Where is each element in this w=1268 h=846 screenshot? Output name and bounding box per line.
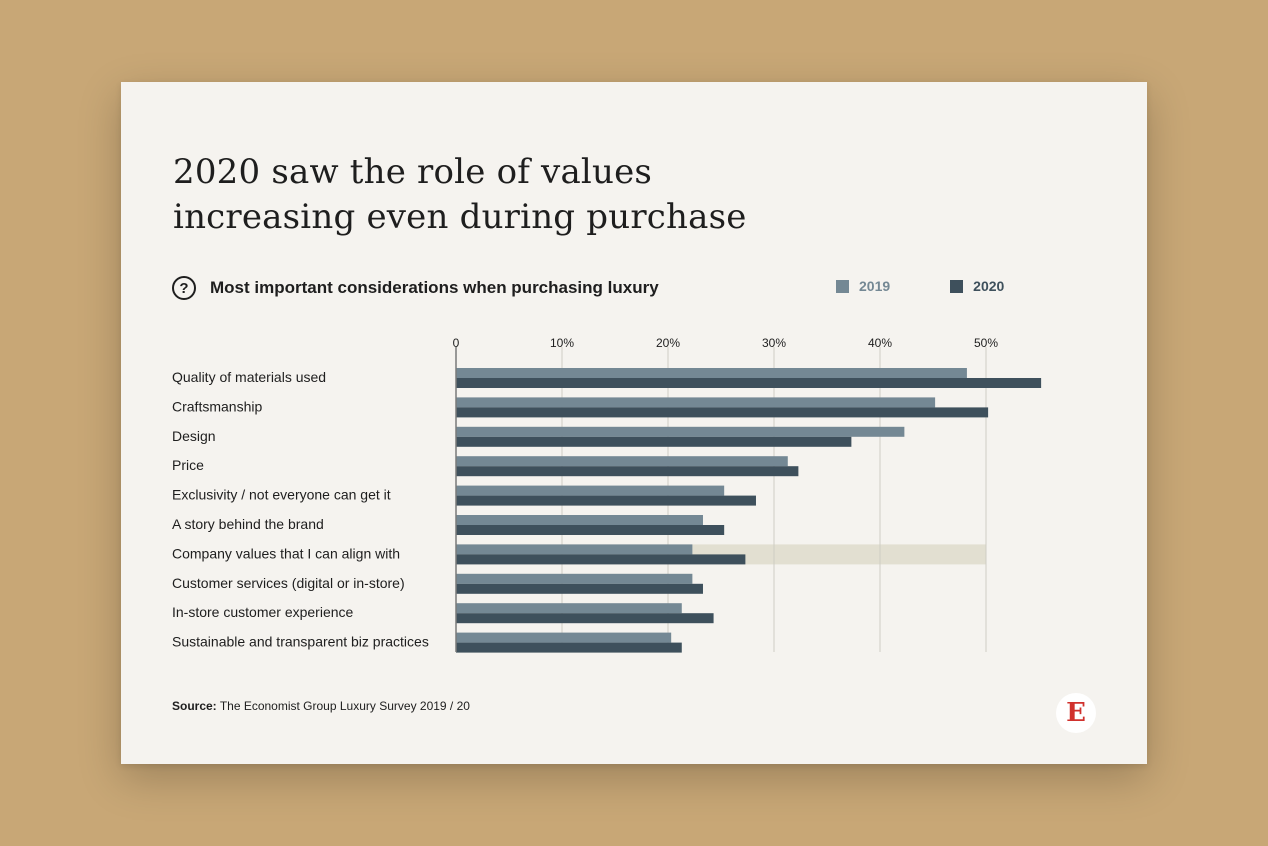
bar-2019 — [456, 603, 682, 614]
bar-2020 — [456, 642, 682, 653]
subtitle-row: ? Most important considerations when pur… — [172, 275, 659, 301]
bar-2020 — [456, 436, 852, 447]
legend-item-2019: 2019 — [836, 278, 890, 294]
bar-2019 — [456, 632, 672, 643]
x-tick-label: 0 — [453, 336, 460, 350]
category-label: Sustainable and transparent biz practice… — [172, 634, 429, 650]
bar-2020 — [456, 525, 725, 535]
category-label: Quality of materials used — [172, 369, 326, 385]
bar-2019 — [456, 426, 905, 437]
bar-2019 — [456, 573, 693, 584]
category-label: Craftsmanship — [172, 398, 262, 414]
bar-2019 — [456, 515, 703, 525]
chart-subtitle: Most important considerations when purch… — [210, 278, 659, 297]
legend-label-2019: 2019 — [859, 278, 891, 294]
source-note: Source: The Economist Group Luxury Surve… — [172, 699, 470, 713]
question-circle-icon[interactable]: ? — [172, 276, 196, 300]
bar-2020 — [456, 613, 714, 624]
legend: 2019 2020 — [836, 278, 1064, 294]
bar-2019 — [456, 397, 936, 408]
category-label: In-store customer experience — [172, 604, 354, 620]
source-text: The Economist Group Luxury Survey 2019 /… — [219, 699, 470, 713]
bar-2019 — [456, 544, 693, 555]
bar-chart: 0 10% 20% 30% 40% 50% Quality of materials use… — [172, 336, 1042, 653]
legend-label-2020: 2020 — [973, 278, 1005, 294]
bar-2020 — [456, 378, 1042, 388]
title-line-1: 2020 saw the role of values — [173, 152, 653, 192]
legend-swatch-2019 — [836, 279, 849, 293]
category-label: Design — [172, 428, 216, 444]
category-label: Price — [172, 457, 204, 473]
legend-item-2020: 2020 — [950, 278, 1004, 294]
x-tick-label: 30% — [762, 336, 786, 350]
bar-2020 — [456, 583, 703, 594]
category-label: Exclusivity / not everyone can get it — [172, 487, 391, 503]
x-tick-label: 50% — [974, 336, 998, 350]
bar-2020 — [456, 495, 756, 506]
bar-2019 — [456, 368, 967, 378]
chart-title: 2020 saw the role of values increasing e… — [173, 150, 747, 240]
category-label: Company values that I can align with — [172, 545, 400, 561]
x-tick-label: 10% — [550, 336, 574, 350]
category-label: Customer services (digital or in-store) — [172, 575, 405, 591]
chart-card: 2020 saw the role of values increasing e… — [121, 82, 1147, 764]
category-label: A story behind the brand — [172, 516, 324, 532]
economist-logo: E — [1056, 693, 1096, 733]
x-tick-label: 20% — [656, 336, 680, 350]
bar-2019 — [456, 456, 788, 467]
title-line-2: increasing even during purchase — [173, 197, 747, 237]
bar-2020 — [456, 466, 799, 477]
legend-swatch-2020 — [950, 279, 964, 293]
source-label: Source: — [172, 699, 217, 713]
bar-2020 — [456, 407, 989, 418]
bar-2020 — [456, 554, 746, 565]
bar-2019 — [456, 485, 725, 496]
x-tick-label: 40% — [868, 336, 892, 350]
